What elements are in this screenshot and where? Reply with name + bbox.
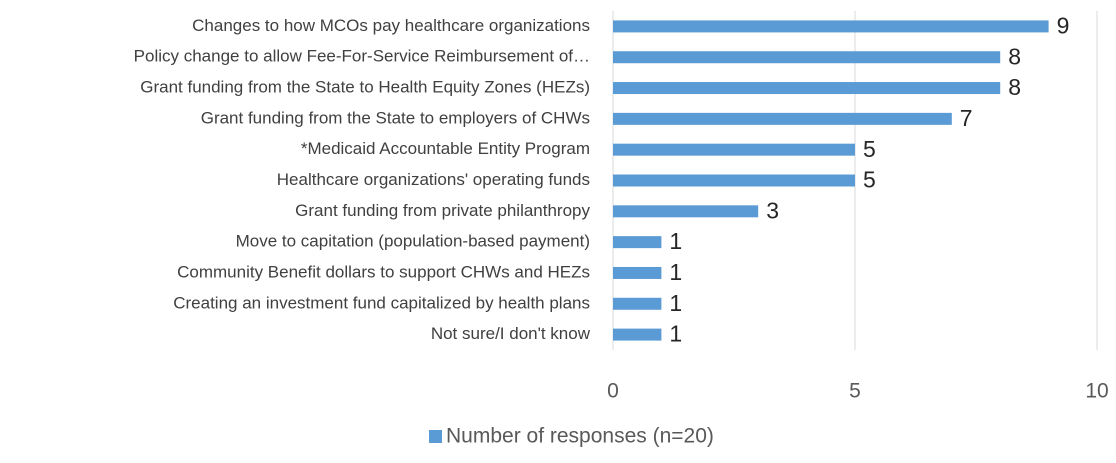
bar	[613, 112, 952, 125]
x-tick-label: 0	[607, 380, 619, 403]
y-tick-label: Move to capitation (population-based pay…	[236, 232, 590, 251]
y-tick-label: Not sure/I don't know	[431, 324, 591, 343]
bar	[613, 266, 662, 279]
y-tick-label: Community Benefit dollars to support CHW…	[177, 262, 590, 281]
data-label: 7	[960, 105, 973, 131]
data-label: 1	[669, 321, 682, 347]
x-tick-label: 10	[1085, 380, 1108, 403]
data-label: 9	[1057, 12, 1070, 38]
bar	[613, 51, 1001, 64]
legend-label: Number of responses (n=20)	[446, 425, 714, 448]
legend-swatch	[429, 430, 442, 443]
bar	[613, 297, 662, 310]
bar	[613, 205, 759, 218]
bar	[613, 328, 662, 341]
data-label: 5	[863, 136, 876, 162]
bar	[613, 20, 1049, 33]
data-label: 5	[863, 167, 876, 193]
y-tick-label: Creating an investment fund capitalized …	[173, 293, 590, 312]
data-label: 1	[669, 228, 682, 254]
data-label: 1	[669, 259, 682, 285]
y-tick-label: Grant funding from the State to Health E…	[140, 78, 590, 97]
y-tick-label: Grant funding from the State to employer…	[201, 108, 590, 127]
x-tick-label: 5	[849, 380, 861, 403]
data-label: 3	[766, 197, 779, 223]
data-label: 8	[1008, 74, 1021, 100]
bar	[613, 82, 1001, 95]
y-tick-label: Policy change to allow Fee-For-Service R…	[134, 47, 590, 66]
y-tick-label: *Medicaid Accountable Entity Program	[301, 139, 590, 158]
y-tick-label: Healthcare organizations' operating fund…	[277, 170, 590, 189]
bar	[613, 143, 855, 156]
y-tick-label: Grant funding from private philanthropy	[295, 201, 590, 220]
bar	[613, 174, 855, 187]
bar	[613, 236, 662, 249]
data-label: 8	[1008, 43, 1021, 69]
y-tick-label: Changes to how MCOs pay healthcare organ…	[192, 16, 590, 35]
data-label: 1	[669, 290, 682, 316]
